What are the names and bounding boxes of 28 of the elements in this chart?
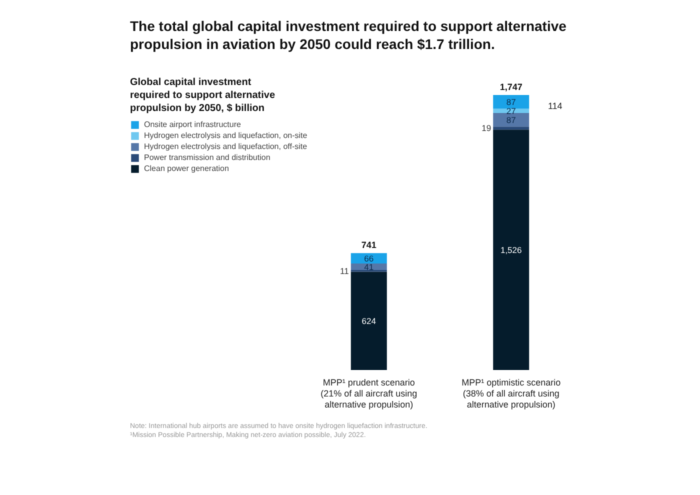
bar: [493, 108, 530, 113]
bar: [350, 272, 387, 370]
data-label: 66: [364, 253, 374, 264]
legend-label: Onsite airport infrastructure: [144, 120, 242, 129]
text: Global capital investment required to support alternative propulsion by 2050, $ billion: [130, 77, 276, 114]
legend-label: Clean power generation: [144, 164, 229, 173]
total-label: 741: [361, 240, 376, 250]
data-label: 19: [482, 123, 492, 134]
data-label: 624: [362, 316, 376, 326]
bar: [350, 253, 387, 264]
chart-title: The total global capital investment required to support alternative propulsion in aviation by 2050 could reach $1.7 trillion.: [130, 18, 567, 52]
data-label: 87: [506, 114, 516, 125]
x-tick-label: MPP¹ optimistic scenario (38% of all aircraft using alternative propulsion): [462, 378, 561, 410]
bar: [493, 126, 530, 130]
data-label: 27: [506, 106, 516, 116]
legend-label: Hydrogen electrolysis and liquefaction, on-site: [144, 131, 308, 140]
data-label: 11: [340, 266, 350, 276]
legend-label: Power transmission and distribution: [144, 153, 270, 162]
bar: [493, 112, 530, 127]
data-label: 87: [506, 96, 516, 107]
bar: [493, 95, 530, 109]
total-label: 1,747: [500, 82, 522, 92]
annotation: 114: [548, 101, 562, 111]
data-label: 41: [364, 262, 374, 272]
legend-label: Hydrogen electrolysis and liquefaction, off-site: [144, 142, 308, 151]
x-tick-label: MPP¹ prudent scenario (21% of all aircraft using alternative propulsion): [320, 378, 418, 410]
data-label: 1,526: [500, 244, 522, 255]
bar: [493, 130, 530, 370]
